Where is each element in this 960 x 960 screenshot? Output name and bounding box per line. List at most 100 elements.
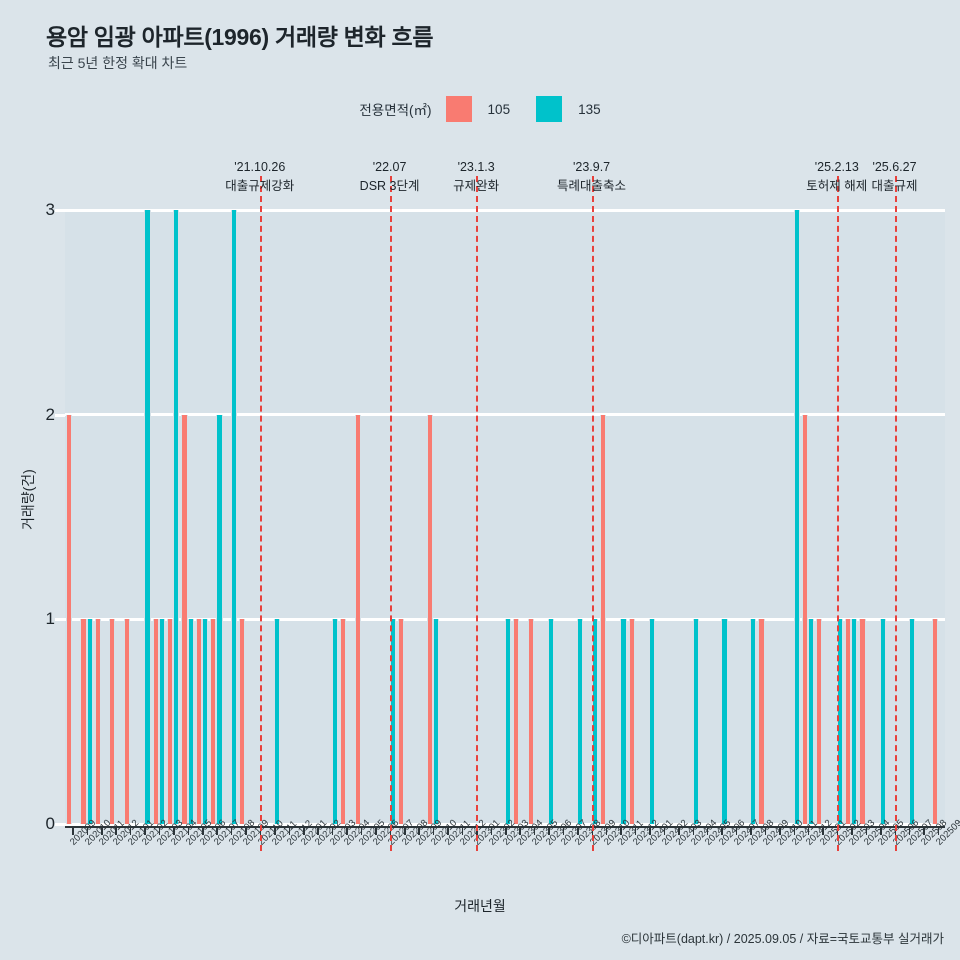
- x-tick-mark: [908, 826, 911, 835]
- x-tick-mark: [202, 826, 204, 835]
- x-tick-mark: [663, 826, 666, 835]
- bar-202503-105[interactable]: [845, 619, 852, 824]
- x-tick-mark: [101, 826, 103, 835]
- bar-202107-135[interactable]: [216, 414, 223, 824]
- y-tick-label: 3: [45, 200, 55, 219]
- y-tick-label: 1: [45, 609, 55, 629]
- event-date: '23.9.7: [572, 160, 611, 174]
- event-label-202309: '23.9.7 특례대출축소: [557, 158, 626, 197]
- gridline: [65, 413, 945, 417]
- bar-202106-135[interactable]: [202, 619, 209, 824]
- bar-202411-135[interactable]: [793, 210, 800, 824]
- bar-202505-135[interactable]: [880, 619, 887, 824]
- bar-202509-105[interactable]: [931, 619, 938, 824]
- x-tick-mark: [245, 826, 247, 835]
- bar-202204-105[interactable]: [340, 619, 347, 824]
- x-tick-mark: [461, 826, 464, 835]
- legend-swatch-105[interactable]: [445, 96, 472, 122]
- x-tick-mark: [880, 826, 882, 835]
- bar-202107-105[interactable]: [210, 619, 217, 824]
- x-tick-mark: [404, 826, 406, 835]
- x-tick-mark: [505, 826, 507, 835]
- event-name: 대출규제강화: [225, 179, 295, 194]
- gridline: [65, 208, 945, 212]
- bar-202105-105[interactable]: [181, 414, 188, 824]
- bar-202104-135[interactable]: [173, 210, 180, 824]
- bar-202102-135[interactable]: [144, 210, 151, 824]
- bar-202210-135[interactable]: [432, 619, 440, 824]
- bar-202310-105[interactable]: [599, 414, 606, 824]
- bar-202111-135[interactable]: [274, 619, 281, 824]
- bar-202406-135[interactable]: [721, 619, 728, 824]
- bar-202104-105[interactable]: [166, 619, 174, 824]
- legend-label-105[interactable]: 105: [487, 101, 511, 117]
- bar-202412-105[interactable]: [801, 414, 808, 824]
- bar-202011-105[interactable]: [94, 619, 102, 824]
- x-tick-mark: [678, 826, 680, 835]
- bar-202106-105[interactable]: [195, 619, 203, 824]
- bar-202108-135[interactable]: [230, 210, 238, 824]
- x-tick-mark: [115, 826, 117, 835]
- bar-202412-135[interactable]: [807, 619, 815, 824]
- bar-202109-105[interactable]: [239, 619, 246, 824]
- bar-202010-135[interactable]: [86, 619, 93, 824]
- bar-202105-135[interactable]: [187, 619, 194, 824]
- bar-202507-135[interactable]: [908, 619, 916, 824]
- x-tick-mark: [519, 826, 521, 835]
- bar-202210-105[interactable]: [426, 414, 433, 824]
- x-tick-mark: [692, 826, 695, 835]
- bar-202401-135[interactable]: [649, 619, 656, 824]
- x-tick-mark: [533, 826, 536, 835]
- x-tick-mark: [937, 826, 940, 835]
- event-label-202110: '21.10.26 대출규제강화: [225, 158, 294, 197]
- bar-202311-135[interactable]: [620, 619, 627, 824]
- event-label-202207: '22.07 DSR 3단계: [360, 158, 420, 197]
- bar-202103-105[interactable]: [152, 619, 159, 824]
- bar-202012-105[interactable]: [109, 619, 116, 824]
- x-tick-mark: [375, 826, 377, 835]
- bar-202504-105[interactable]: [859, 619, 866, 824]
- event-date: '25.2.13: [814, 160, 859, 174]
- x-tick-mark: [360, 826, 363, 835]
- legend-label-135[interactable]: 135: [578, 101, 601, 117]
- bar-202101-105[interactable]: [123, 619, 130, 824]
- bar-202404-135[interactable]: [692, 619, 699, 824]
- x-tick-mark: [447, 826, 449, 835]
- bar-202103-135[interactable]: [158, 619, 165, 824]
- legend-title: 전용면적(㎡): [359, 103, 432, 118]
- x-tick-mark: [605, 826, 608, 835]
- bar-202203-135[interactable]: [331, 619, 339, 824]
- legend-swatch-135[interactable]: [536, 96, 563, 122]
- bar-202503-135[interactable]: [851, 619, 858, 824]
- x-tick-mark: [562, 826, 565, 835]
- bar-202009-105[interactable]: [66, 414, 73, 824]
- bar-202010-105[interactable]: [80, 619, 87, 824]
- bar-202408-135[interactable]: [750, 619, 757, 824]
- bar-202305-105[interactable]: [527, 619, 534, 824]
- x-tick-mark: [331, 826, 334, 835]
- y-tick-mark: [55, 823, 65, 826]
- x-tick-mark: [620, 826, 622, 835]
- event-line-202207: [389, 176, 392, 851]
- bar-202205-105[interactable]: [354, 414, 361, 824]
- x-tick-mark: [288, 826, 291, 835]
- y-tick-label: 0: [45, 814, 55, 833]
- x-tick-mark: [764, 826, 767, 835]
- bar-202306-135[interactable]: [548, 619, 555, 824]
- x-tick-mark: [548, 826, 550, 835]
- x-tick-mark: [779, 826, 781, 835]
- bar-202304-105[interactable]: [513, 619, 520, 824]
- x-tick-mark: [793, 826, 796, 835]
- event-name: DSR 3단계: [359, 179, 420, 194]
- event-name: 특례대출축소: [557, 179, 627, 194]
- event-date: '23.1.3: [457, 160, 495, 174]
- event-date: '21.10.26: [234, 160, 286, 174]
- bar-202312-105[interactable]: [628, 619, 635, 824]
- bar-202409-105[interactable]: [758, 619, 765, 824]
- page-subtitle: 최근 5년 한정 확대 차트: [48, 55, 188, 71]
- x-tick-mark: [86, 826, 89, 835]
- bar-202208-105[interactable]: [397, 619, 405, 824]
- bar-202303-135[interactable]: [505, 619, 512, 824]
- bar-202308-135[interactable]: [577, 619, 584, 824]
- bar-202501-105[interactable]: [816, 619, 823, 824]
